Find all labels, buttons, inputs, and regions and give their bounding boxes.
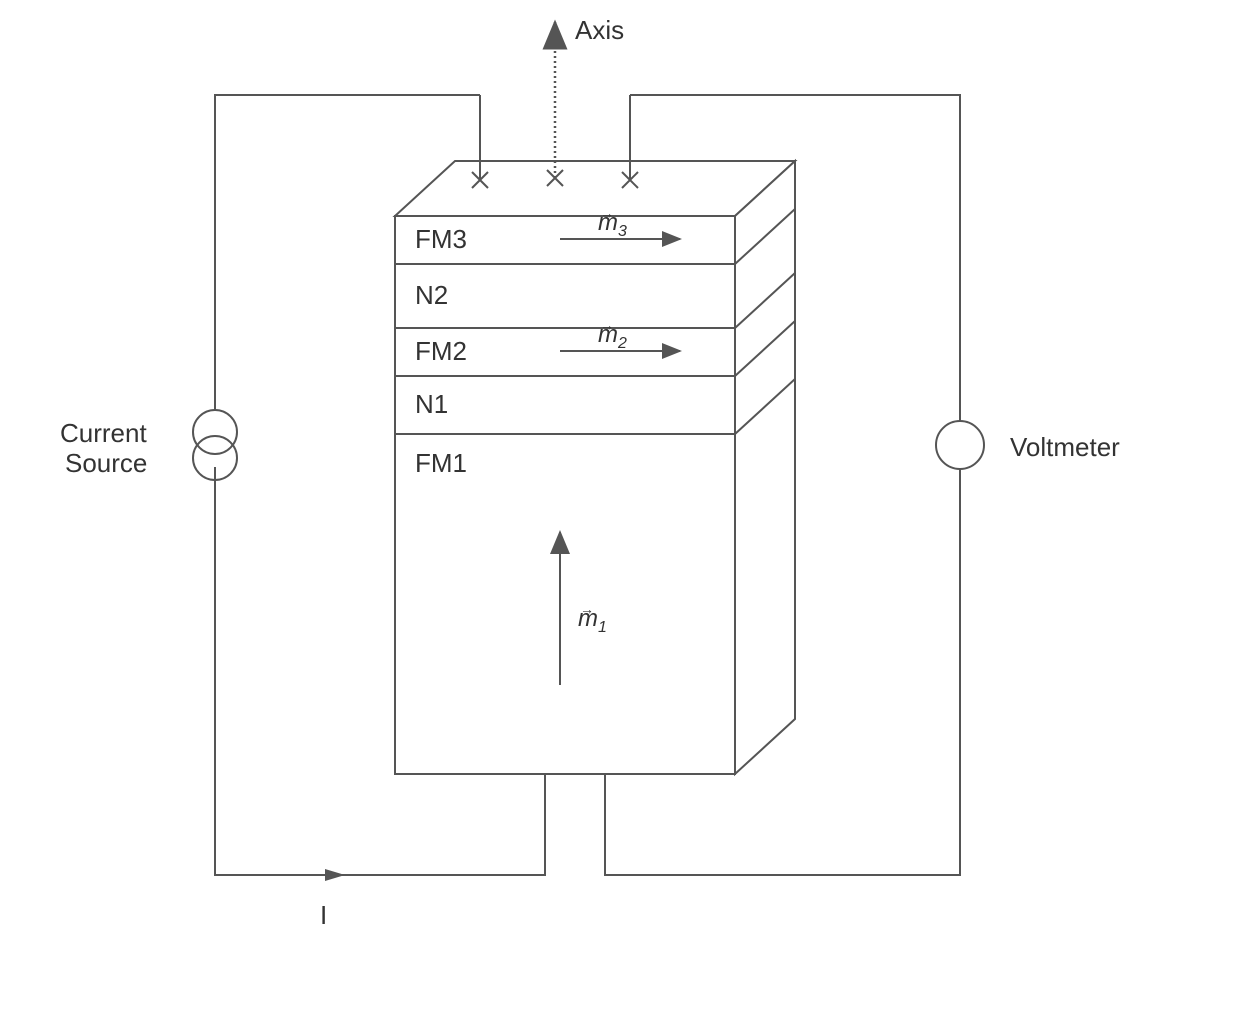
voltmeter-label: Voltmeter bbox=[1010, 432, 1120, 463]
current-direction-arrow bbox=[325, 869, 345, 881]
layer-fm2-label: FM2 bbox=[415, 336, 467, 367]
layer-n1-label: N1 bbox=[415, 389, 448, 420]
layer-fm1-label: FM1 bbox=[415, 448, 467, 479]
axis-label: Axis bbox=[575, 15, 624, 46]
current-source-label-2: Source bbox=[65, 448, 147, 479]
diagram-svg bbox=[0, 0, 1240, 1032]
current-source-icon-top bbox=[193, 410, 237, 454]
current-i-label: I bbox=[320, 900, 327, 931]
voltmeter-icon bbox=[936, 421, 984, 469]
prism-top-face bbox=[395, 161, 795, 216]
prism-right-face bbox=[735, 161, 795, 774]
layer-n2-label: N2 bbox=[415, 280, 448, 311]
layer-fm3-label: FM3 bbox=[415, 224, 467, 255]
current-source-label-1: Current bbox=[60, 418, 147, 449]
layer-fm1-front bbox=[395, 434, 735, 774]
